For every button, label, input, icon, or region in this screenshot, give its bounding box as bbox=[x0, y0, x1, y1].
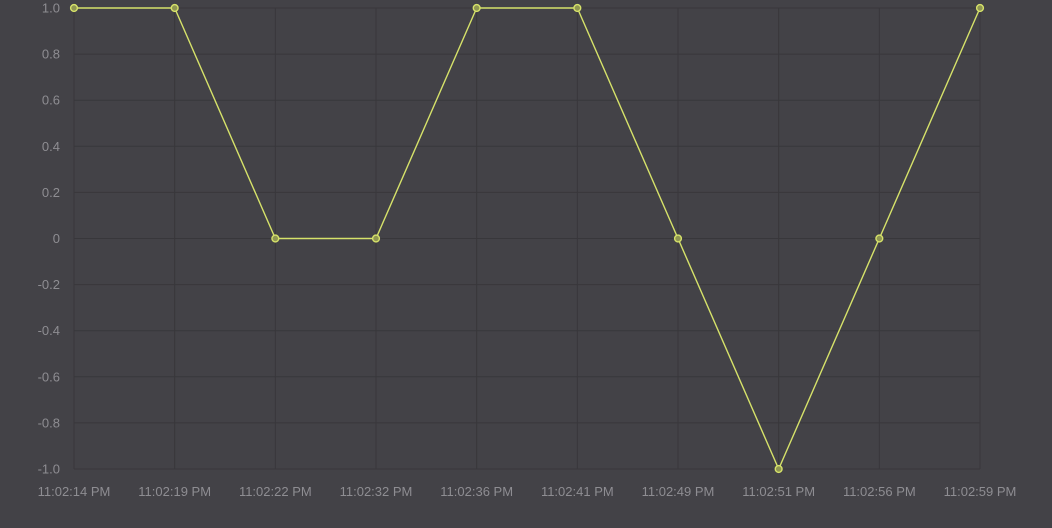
data-point[interactable] bbox=[774, 464, 783, 474]
y-tick-label: -0.8 bbox=[38, 415, 60, 430]
x-tick-label: 11:02:36 PM bbox=[440, 484, 513, 499]
series-group bbox=[69, 3, 985, 474]
x-tick-label: 11:02:51 PM bbox=[742, 484, 815, 499]
x-tick-label: 11:02:14 PM bbox=[38, 484, 111, 499]
y-tick-label: -0.6 bbox=[38, 369, 60, 384]
data-point[interactable] bbox=[170, 3, 179, 13]
y-tick-label: -0.2 bbox=[38, 277, 60, 292]
x-tick-label: 11:02:56 PM bbox=[843, 484, 916, 499]
y-tick-label: 0.8 bbox=[42, 47, 60, 62]
x-tick-label: 11:02:59 PM bbox=[944, 484, 1017, 499]
y-tick-label: -0.4 bbox=[38, 323, 60, 338]
data-point[interactable] bbox=[573, 3, 582, 13]
y-tick-label: 1.0 bbox=[42, 1, 60, 16]
x-tick-label: 11:02:19 PM bbox=[138, 484, 211, 499]
y-tick-label: 0 bbox=[53, 231, 60, 246]
x-axis-ticks: 11:02:14 PM 11:02:19 PM 11:02:22 PM 11:02:3… bbox=[38, 484, 1017, 499]
data-point[interactable] bbox=[371, 234, 381, 243]
data-point[interactable] bbox=[472, 3, 481, 13]
y-tick-label: -1.0 bbox=[38, 462, 60, 477]
x-tick-label: 11:02:49 PM bbox=[642, 484, 715, 499]
x-tick-label: 11:02:32 PM bbox=[340, 484, 413, 499]
y-tick-label: 0.4 bbox=[42, 139, 60, 154]
series-line bbox=[74, 7, 981, 470]
data-point[interactable] bbox=[271, 234, 280, 243]
data-point[interactable] bbox=[875, 234, 884, 243]
data-point[interactable] bbox=[673, 234, 683, 243]
y-axis-ticks: 1.0 0.8 0.6 0.4 0.2 0 -0.2 -0.4 -0.6 -0.8 -1.0 bbox=[38, 1, 60, 477]
y-tick-label: 0.6 bbox=[42, 93, 60, 108]
data-point[interactable] bbox=[975, 3, 985, 13]
data-point[interactable] bbox=[69, 3, 79, 13]
y-tick-label: 0.2 bbox=[42, 185, 60, 200]
grid-lines bbox=[73, 7, 981, 470]
x-tick-label: 11:02:41 PM bbox=[541, 484, 614, 499]
x-tick-label: 11:02:22 PM bbox=[239, 484, 312, 499]
